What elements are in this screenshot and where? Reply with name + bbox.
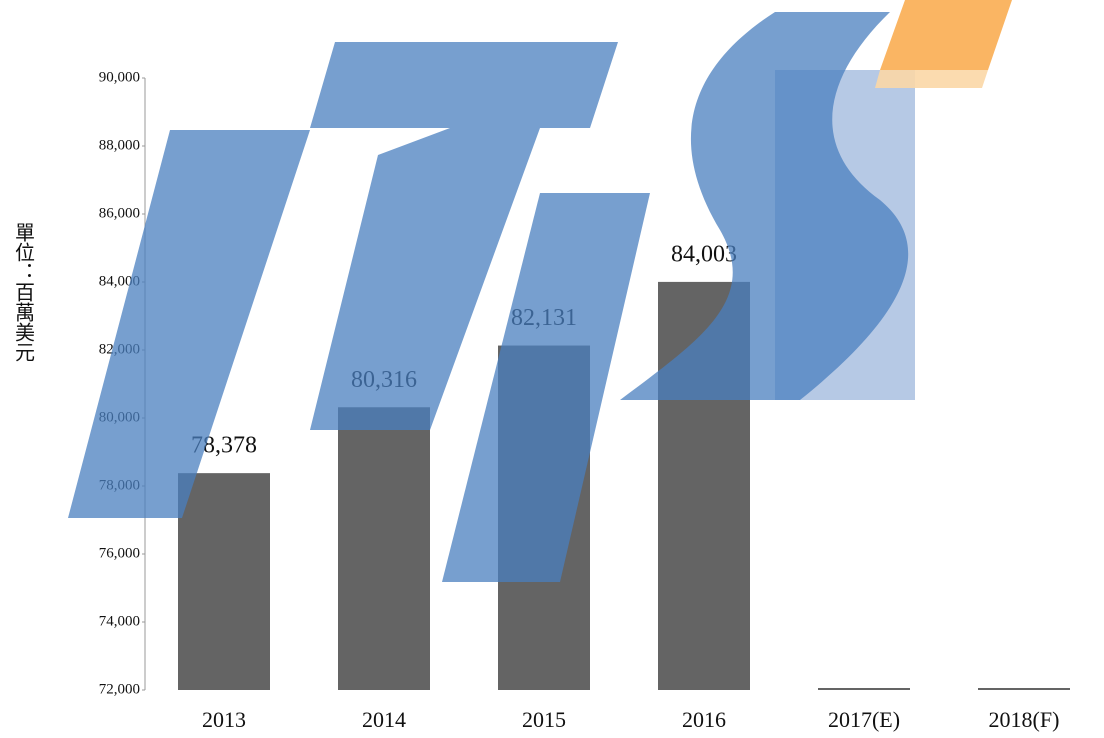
bar: [498, 345, 590, 690]
bar: [658, 281, 750, 690]
data-label: 84,003: [671, 241, 737, 267]
y-tick-label: 86,000: [99, 205, 140, 221]
data-label: 82,131: [511, 305, 577, 331]
y-axis-label: 單位：百萬美元: [12, 222, 36, 362]
y-tick-label: 72,000: [99, 681, 140, 697]
x-tick-label: 2016: [682, 707, 726, 732]
y-tick-label: 76,000: [99, 545, 140, 561]
x-tick-label: 2018(F): [989, 707, 1060, 732]
x-tick-label: 2014: [362, 707, 406, 732]
x-tick-label: 2013: [202, 707, 246, 732]
y-tick-label: 90,000: [99, 69, 140, 85]
y-tick-label: 88,000: [99, 137, 140, 153]
bar: [338, 407, 430, 690]
y-tick-label: 84,000: [99, 273, 140, 289]
y-tick-label: 82,000: [99, 341, 140, 357]
y-tick-label: 80,000: [99, 409, 140, 425]
bar: [178, 473, 270, 690]
x-tick-label: 2015: [522, 707, 566, 732]
data-label: 80,316: [351, 367, 417, 393]
y-tick-label: 74,000: [99, 613, 140, 629]
data-label: 78,378: [191, 433, 257, 459]
x-tick-label: 2017(E): [828, 707, 900, 732]
y-tick-label: 78,000: [99, 477, 140, 493]
